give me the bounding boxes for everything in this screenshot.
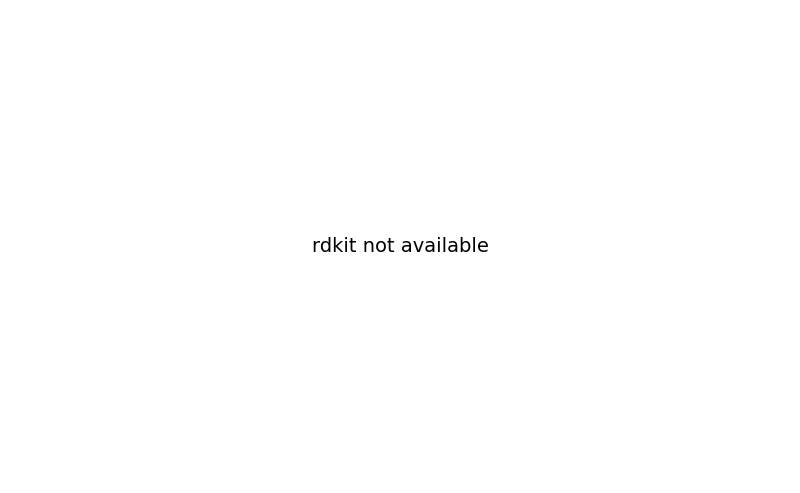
Text: rdkit not available: rdkit not available [311,237,489,256]
